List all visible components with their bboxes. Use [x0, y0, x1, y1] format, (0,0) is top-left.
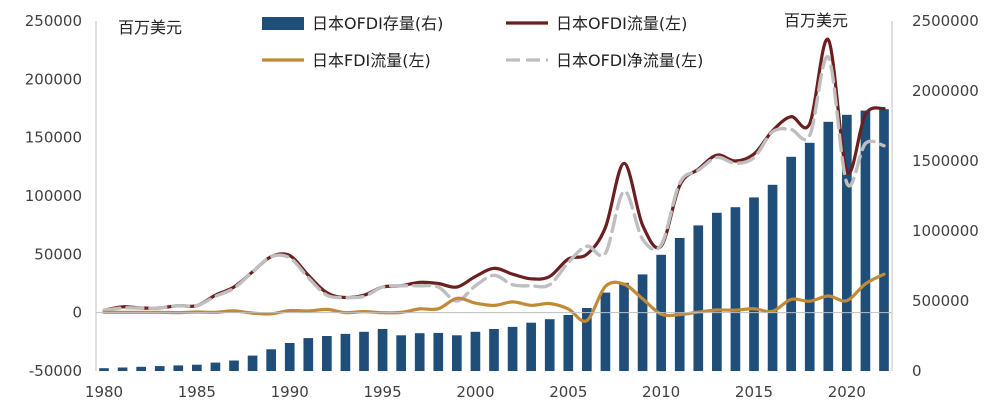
bar-ofdi-stock — [452, 335, 462, 371]
bar-ofdi-stock — [414, 333, 425, 371]
legend: 日本OFDI存量(右) 日本OFDI流量(左) 日本FDI流量(左) 日本OFDI净流… — [262, 14, 703, 70]
bar-ofdi-stock — [730, 207, 741, 371]
bar-ofdi-stock — [210, 362, 221, 371]
x-axis-tick-label: 1995 — [363, 383, 401, 401]
bar-ofdi-stock — [786, 156, 796, 371]
legend-label: 日本OFDI净流量(左) — [556, 51, 703, 70]
right-axis-tick-label: 2000000 — [912, 82, 979, 100]
bar-ofdi-stock — [340, 333, 351, 371]
x-axis-tick-label: 1980 — [85, 383, 123, 401]
left-axis-unit-label: 百万美元 — [118, 18, 182, 37]
legend-swatch-bar — [262, 17, 304, 30]
legend-ofdi-net-flow: 日本OFDI净流量(左) — [506, 51, 703, 70]
right-axis-unit-label: 百万美元 — [784, 11, 848, 30]
bar-ofdi-stock — [544, 319, 555, 371]
legend-label: 日本FDI流量(左) — [312, 51, 431, 70]
left-axis-tick-label: 50000 — [34, 245, 82, 263]
bar-ofdi-stock — [192, 364, 202, 371]
left-axis-tick-label: 100000 — [25, 187, 82, 205]
axes-group: -500000500001000001500002000002500000500… — [25, 12, 979, 401]
legend-ofdi-stock: 日本OFDI存量(右) — [262, 14, 443, 33]
line-series-group — [102, 37, 886, 323]
left-axis-tick-label: -50000 — [29, 362, 82, 380]
right-axis-tick-label: 0 — [912, 362, 922, 380]
bar-ofdi-stock — [619, 282, 629, 371]
bar-ofdi-stock — [563, 315, 574, 371]
bar-ofdi-stock — [712, 212, 722, 371]
legend-ofdi-flow: 日本OFDI流量(左) — [506, 14, 687, 33]
bar-ofdi-stock — [377, 329, 388, 371]
x-axis-tick-label: 2015 — [735, 383, 773, 401]
bar-ofdi-stock — [284, 343, 295, 371]
right-axis-tick-label: 500000 — [912, 292, 969, 310]
left-axis-tick-label: 250000 — [25, 12, 82, 30]
x-axis-tick-label: 2010 — [642, 383, 680, 401]
bar-ofdi-stock — [860, 110, 871, 371]
x-axis-tick-label: 1985 — [178, 383, 216, 401]
bar-ofdi-stock — [674, 238, 685, 371]
bar-ofdi-stock — [600, 292, 611, 371]
bar-ofdi-stock — [804, 142, 815, 371]
right-axis-tick-label: 2500000 — [912, 12, 979, 30]
bar-ofdi-stock — [322, 336, 332, 371]
bar-ofdi-stock — [823, 121, 834, 371]
legend-fdi-flow: 日本FDI流量(左) — [262, 51, 431, 70]
right-axis-tick-label: 1000000 — [912, 222, 979, 240]
bar-ofdi-stock — [526, 322, 536, 371]
bar-ofdi-stock — [136, 366, 146, 371]
bar-ofdi-stock — [582, 308, 592, 371]
line-ofdi-flow — [102, 37, 886, 312]
bar-ofdi-stock — [767, 184, 778, 371]
bar-ofdi-stock — [433, 332, 444, 371]
bar-ofdi-stock — [489, 329, 499, 371]
bar-ofdi-stock — [693, 225, 704, 371]
legend-label: 日本OFDI流量(左) — [556, 14, 687, 33]
bar-ofdi-stock — [266, 349, 276, 371]
bar-ofdi-stock — [359, 331, 369, 371]
bar-ofdi-stock — [154, 366, 165, 371]
x-axis-tick-label: 2005 — [549, 383, 587, 401]
x-axis-tick-label: 2020 — [828, 383, 866, 401]
bar-ofdi-stock — [247, 355, 258, 371]
left-axis-tick-label: 0 — [72, 304, 82, 322]
bar-ofdi-stock — [117, 367, 128, 371]
bar-ofdi-stock — [99, 368, 109, 371]
bar-ofdi-stock — [229, 360, 239, 371]
left-axis-tick-label: 150000 — [25, 129, 82, 147]
bar-series-ofdi-stock — [99, 109, 889, 372]
bar-ofdi-stock — [303, 338, 314, 371]
bar-ofdi-stock — [470, 331, 481, 371]
x-axis-tick-label: 1990 — [271, 383, 309, 401]
left-axis-tick-label: 200000 — [25, 70, 82, 88]
bar-ofdi-stock — [749, 197, 759, 371]
bar-ofdi-stock — [842, 114, 852, 372]
line-ofdi-net-flow — [102, 55, 886, 312]
legend-label: 日本OFDI存量(右) — [312, 14, 443, 33]
bar-ofdi-stock — [173, 365, 184, 371]
bar-ofdi-stock — [396, 335, 406, 371]
x-axis-tick-label: 2000 — [456, 383, 494, 401]
bar-ofdi-stock — [879, 109, 889, 371]
bar-ofdi-stock — [637, 274, 648, 371]
right-axis-tick-label: 1500000 — [912, 152, 979, 170]
bar-ofdi-stock — [507, 326, 518, 371]
line-fdi-flow — [102, 272, 886, 323]
